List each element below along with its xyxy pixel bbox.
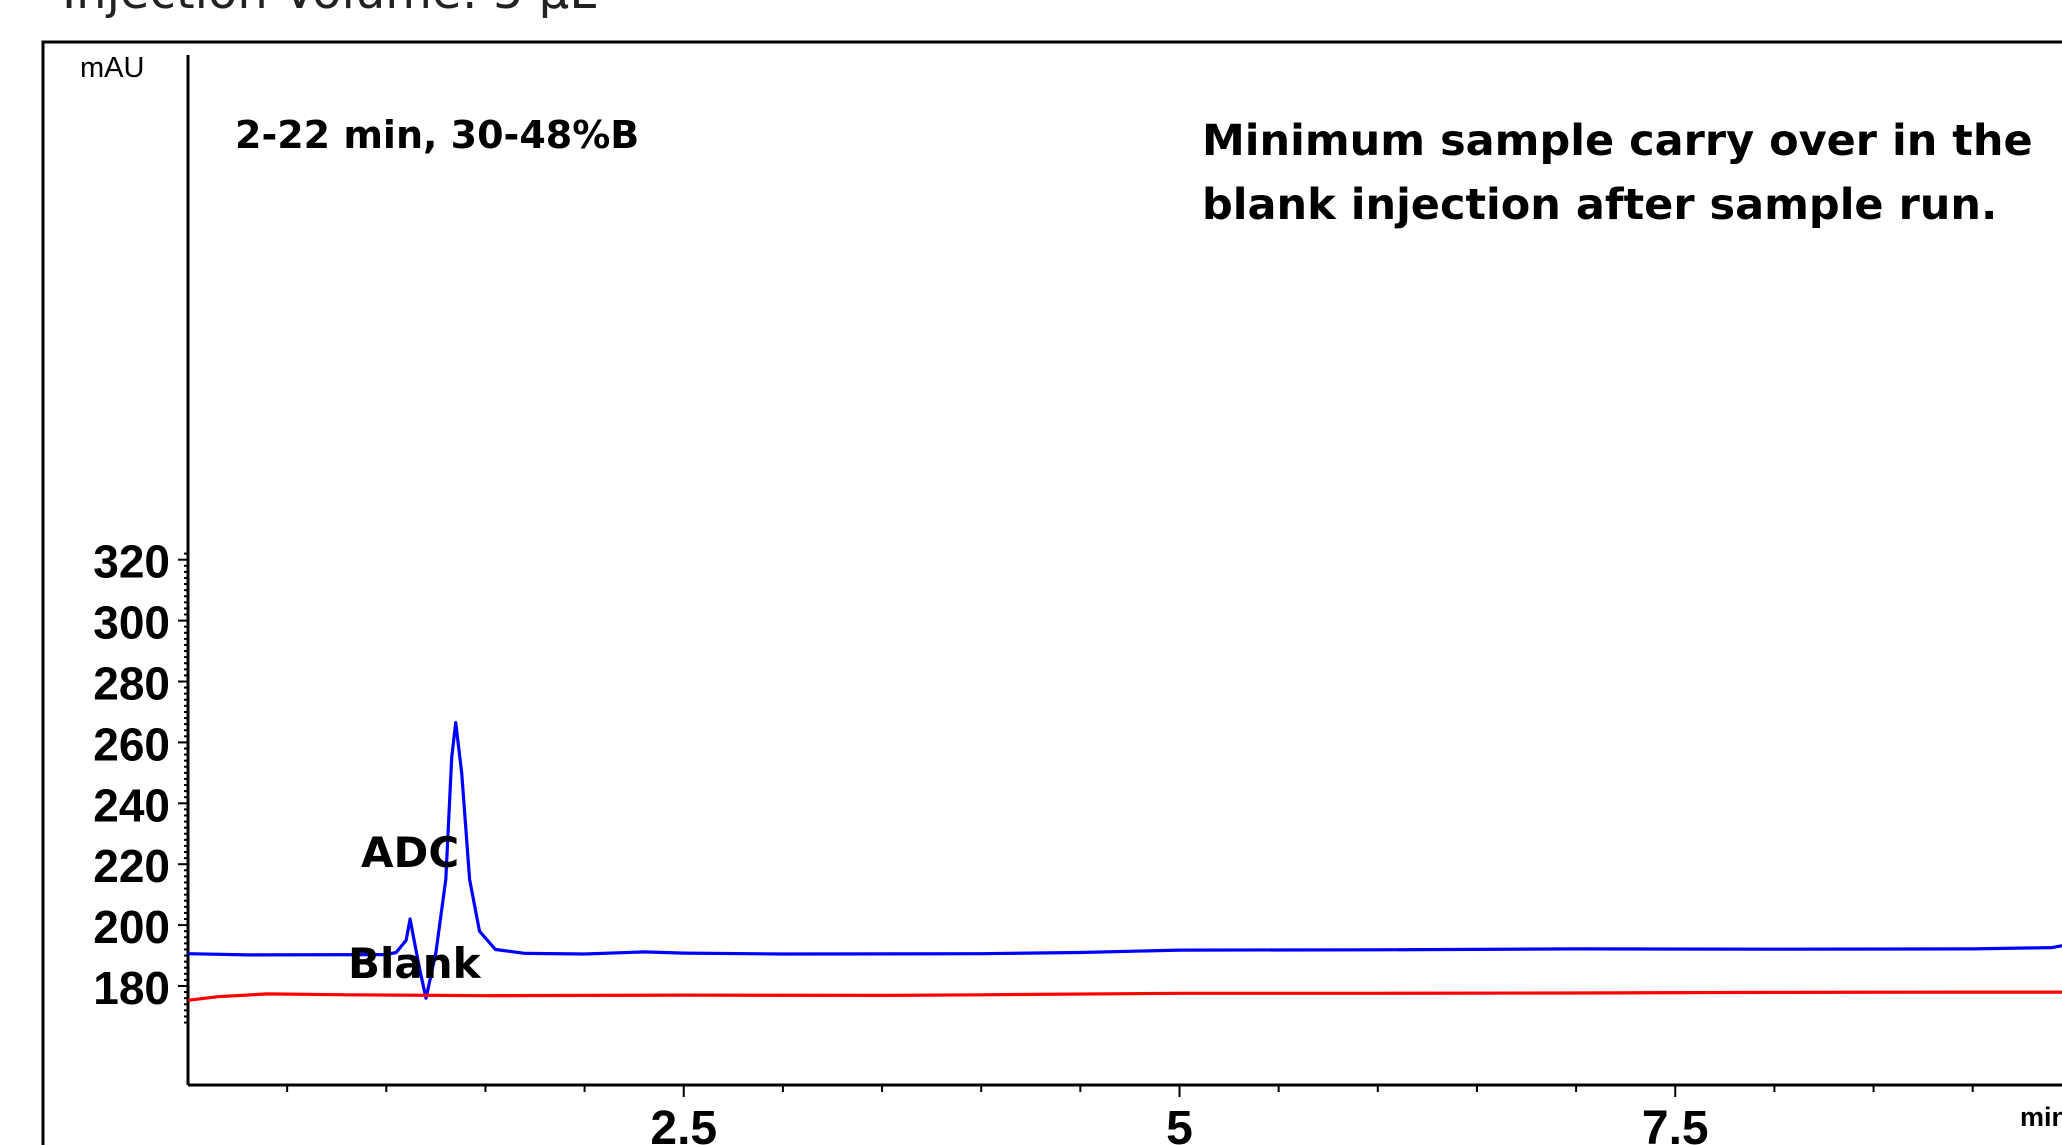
series-line-adc (187, 721, 2062, 1000)
series-label-blank: Blank (348, 939, 482, 988)
page-title: Injection Volume: 5 µL (62, 0, 596, 20)
gradient-annotation: 2-22 min, 30-48%B (235, 113, 639, 157)
tick-label-layer: 1802002202402602803003202.557.51012.5151… (93, 536, 1709, 1145)
tick-layer (178, 552, 1974, 1097)
x-tick-label: 2.5 (650, 1102, 717, 1145)
y-tick-label: 180 (93, 962, 170, 1014)
chart-frame (41, 40, 2062, 1145)
series-label-adc: ADC (361, 828, 459, 877)
y-tick-label: 260 (93, 718, 170, 770)
x-tick-label: 7.5 (1642, 1102, 1709, 1145)
x-tick-label: 5 (1166, 1102, 1193, 1145)
y-tick-label: 300 (93, 597, 170, 649)
y-tick-label: 240 (93, 779, 170, 831)
series-layer (187, 721, 2062, 1002)
y-axis-label: mAU (80, 52, 144, 84)
y-tick-label: 280 (93, 658, 170, 710)
y-tick-label: 320 (93, 536, 170, 588)
x-axis-label: min (2020, 1102, 2062, 1132)
series-line-blank (187, 990, 2062, 1002)
y-tick-label: 220 (93, 840, 170, 892)
carryover-annotation-line-2: blank injection after sample run. (1202, 180, 1997, 230)
y-tick-label: 200 (93, 901, 170, 953)
carryover-annotation-line-1: Minimum sample carry over in the (1202, 116, 2033, 166)
